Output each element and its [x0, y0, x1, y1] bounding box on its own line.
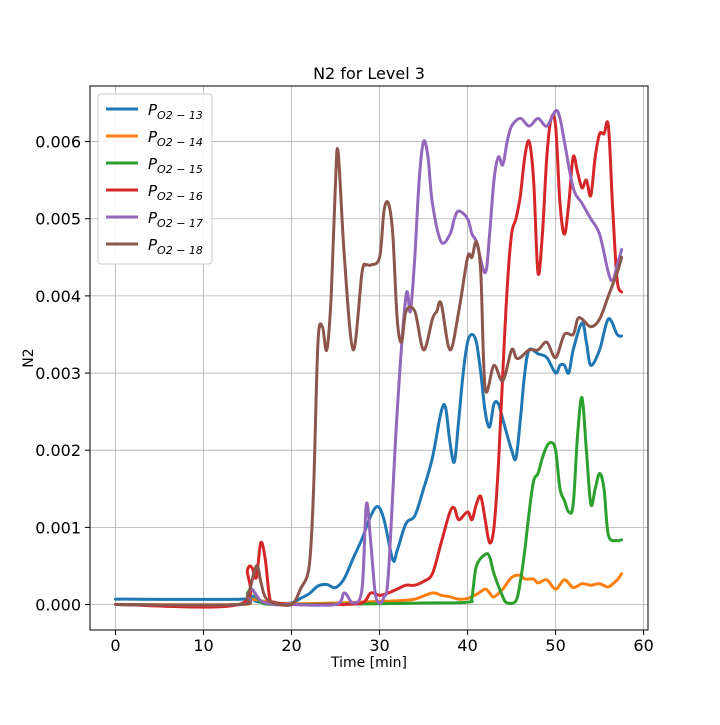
plot-frame: [89, 85, 649, 631]
legend-label: PO2 − 16: [148, 182, 203, 203]
legend-label: PO2 − 17: [148, 209, 203, 230]
series-line-6: [114, 147, 624, 607]
chart-title: N2 for Level 3: [313, 64, 425, 83]
x-tick-label: 60: [633, 636, 653, 655]
y-axis-ticks: 0.000 0.001 0.002 0.003 0.004 0.005 0.006: [35, 133, 90, 615]
x-tick-label: 50: [545, 636, 565, 655]
y-tick-label: 0.001: [35, 518, 81, 537]
y-tick-label: 0.004: [35, 287, 81, 306]
x-tick-label: 20: [281, 636, 301, 655]
legend-label: PO2 − 13: [148, 101, 203, 122]
y-tick-label: 0.003: [35, 364, 81, 383]
series-line-1: [114, 317, 624, 605]
series-lines: [114, 109, 624, 609]
x-tick-label: 0: [110, 636, 120, 655]
x-axis-label: Time [min]: [330, 655, 407, 671]
x-tick-label: 40: [457, 636, 477, 655]
y-tick-label: 0.002: [35, 441, 81, 460]
y-tick-label: 0.006: [35, 133, 81, 152]
series-line-5: [114, 109, 624, 607]
legend: PO2 − 13 PO2 − 14 PO2 − 15 PO2 − 16 PO2 − 17…: [97, 93, 213, 265]
x-tick-label: 10: [193, 636, 213, 655]
legend-label: PO2 − 18: [148, 236, 203, 257]
y-tick-label: 0.005: [35, 210, 81, 229]
legend-label: PO2 − 15: [148, 155, 203, 176]
x-axis-ticks: 0 10 20 30 40 50 60: [110, 630, 654, 655]
y-axis-label: N2: [21, 348, 37, 367]
x-tick-label: 30: [369, 636, 389, 655]
y-tick-label: 0.000: [35, 596, 81, 615]
legend-label: PO2 − 14: [148, 128, 203, 149]
